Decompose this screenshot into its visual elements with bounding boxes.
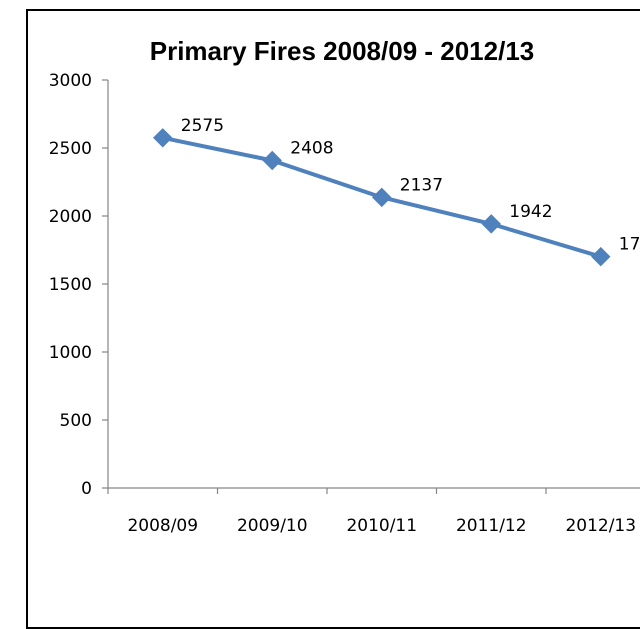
axes [102, 79, 640, 494]
line-chart: Primary Fires 2008/09 - 2012/13 0 500 1000… [49, 36, 640, 536]
y-tick-label: 1000 [49, 343, 92, 363]
data-point-marker [262, 150, 282, 171]
data-label: 2408 [290, 139, 333, 159]
y-tick-label: 500 [60, 411, 92, 431]
data-label: 2137 [400, 175, 443, 195]
x-tick-label: 2008/09 [127, 516, 198, 536]
x-tick-label: 2010/11 [346, 516, 417, 536]
y-tick-label: 2500 [49, 139, 92, 159]
series [153, 128, 611, 267]
data-point-marker [591, 246, 611, 267]
data-point-marker [481, 214, 501, 234]
x-tick-label: 2012/13 [565, 516, 636, 536]
data-point-marker [372, 187, 392, 208]
chart-frame [26, 9, 640, 629]
tick-labels: 0 500 1000 1500 2000 2500 3000 2008/09 2009/10 20… [49, 71, 636, 536]
x-tick-label: 2009/10 [237, 516, 308, 536]
y-tick-label: 2000 [49, 207, 92, 227]
y-tick-label: 0 [81, 479, 92, 499]
data-label: 2575 [181, 116, 224, 136]
chart-title: Primary Fires 2008/09 - 2012/13 [150, 36, 535, 66]
data-labels: 2575 2408 2137 1942 1701 [181, 116, 640, 255]
x-tick-label: 2011/12 [456, 516, 527, 536]
data-label: 1701 [619, 235, 640, 255]
y-tick-label: 1500 [49, 275, 92, 295]
y-tick-label: 3000 [49, 71, 92, 91]
data-point-marker [153, 128, 173, 148]
data-label: 1942 [509, 202, 552, 222]
